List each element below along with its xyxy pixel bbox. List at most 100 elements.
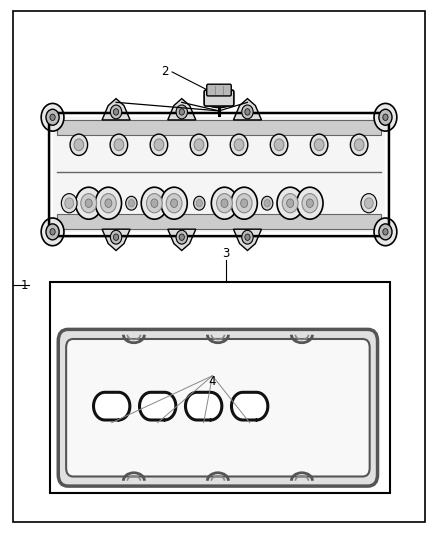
Circle shape	[277, 187, 303, 219]
Circle shape	[242, 105, 253, 119]
Circle shape	[379, 224, 392, 240]
Circle shape	[93, 392, 117, 420]
Circle shape	[190, 134, 208, 156]
Bar	[57, 214, 381, 229]
Circle shape	[41, 103, 64, 131]
Circle shape	[282, 193, 298, 213]
Circle shape	[46, 109, 59, 125]
Bar	[57, 120, 381, 135]
Circle shape	[179, 109, 184, 115]
Polygon shape	[233, 99, 261, 120]
Circle shape	[176, 230, 187, 244]
Polygon shape	[168, 99, 196, 120]
Circle shape	[231, 392, 254, 420]
FancyBboxPatch shape	[204, 90, 234, 106]
Circle shape	[65, 198, 74, 208]
Circle shape	[41, 218, 64, 246]
Circle shape	[75, 187, 102, 219]
Circle shape	[50, 114, 55, 120]
Circle shape	[302, 193, 318, 213]
Circle shape	[85, 199, 92, 207]
Circle shape	[110, 134, 127, 156]
Circle shape	[110, 105, 122, 119]
Circle shape	[186, 392, 208, 420]
Circle shape	[126, 196, 137, 210]
Circle shape	[154, 139, 164, 151]
Circle shape	[95, 187, 121, 219]
Circle shape	[374, 218, 397, 246]
Bar	[105, 392, 118, 420]
Circle shape	[261, 196, 273, 210]
Circle shape	[379, 109, 392, 125]
Circle shape	[245, 109, 250, 115]
Circle shape	[107, 392, 130, 420]
Circle shape	[105, 199, 112, 207]
Circle shape	[199, 392, 222, 420]
Circle shape	[113, 234, 119, 240]
Circle shape	[297, 187, 323, 219]
FancyBboxPatch shape	[58, 329, 378, 486]
Circle shape	[311, 134, 328, 156]
Circle shape	[194, 139, 204, 151]
Circle shape	[150, 134, 168, 156]
Text: 3: 3	[222, 247, 229, 260]
Circle shape	[196, 199, 202, 207]
Circle shape	[306, 199, 313, 207]
Circle shape	[166, 193, 182, 213]
Circle shape	[221, 199, 228, 207]
Circle shape	[161, 187, 187, 219]
Circle shape	[139, 392, 162, 420]
Circle shape	[314, 139, 324, 151]
Text: 4: 4	[208, 375, 216, 387]
Circle shape	[50, 229, 55, 235]
Circle shape	[61, 193, 77, 213]
Circle shape	[234, 139, 244, 151]
Circle shape	[211, 187, 237, 219]
Circle shape	[141, 187, 167, 219]
Circle shape	[231, 187, 257, 219]
Circle shape	[74, 139, 84, 151]
Circle shape	[170, 199, 178, 207]
Bar	[53, 117, 385, 232]
Circle shape	[128, 199, 134, 207]
Circle shape	[274, 139, 284, 151]
FancyBboxPatch shape	[66, 339, 370, 477]
Circle shape	[81, 193, 96, 213]
Circle shape	[216, 193, 232, 213]
Bar	[197, 392, 210, 420]
Polygon shape	[168, 229, 196, 251]
Circle shape	[361, 193, 377, 213]
Bar	[50, 282, 390, 493]
Circle shape	[286, 199, 294, 207]
Circle shape	[153, 392, 176, 420]
Text: 1: 1	[20, 279, 28, 292]
Circle shape	[364, 198, 373, 208]
Circle shape	[383, 114, 388, 120]
Circle shape	[151, 199, 158, 207]
Circle shape	[264, 199, 270, 207]
FancyBboxPatch shape	[207, 84, 231, 96]
Circle shape	[146, 193, 162, 213]
Text: 2: 2	[161, 66, 169, 78]
Bar	[151, 392, 164, 420]
Ellipse shape	[208, 100, 230, 108]
Circle shape	[240, 199, 247, 207]
Circle shape	[236, 193, 252, 213]
Circle shape	[354, 139, 364, 151]
Circle shape	[374, 103, 397, 131]
Circle shape	[194, 196, 205, 210]
Polygon shape	[233, 229, 261, 251]
Polygon shape	[102, 99, 130, 120]
Circle shape	[179, 234, 184, 240]
Circle shape	[114, 139, 124, 151]
Polygon shape	[102, 229, 130, 251]
Circle shape	[100, 193, 116, 213]
Circle shape	[245, 392, 268, 420]
Circle shape	[350, 134, 368, 156]
Circle shape	[176, 105, 187, 119]
Circle shape	[383, 229, 388, 235]
Circle shape	[245, 234, 250, 240]
Bar	[243, 392, 256, 420]
Circle shape	[110, 230, 122, 244]
Circle shape	[270, 134, 288, 156]
